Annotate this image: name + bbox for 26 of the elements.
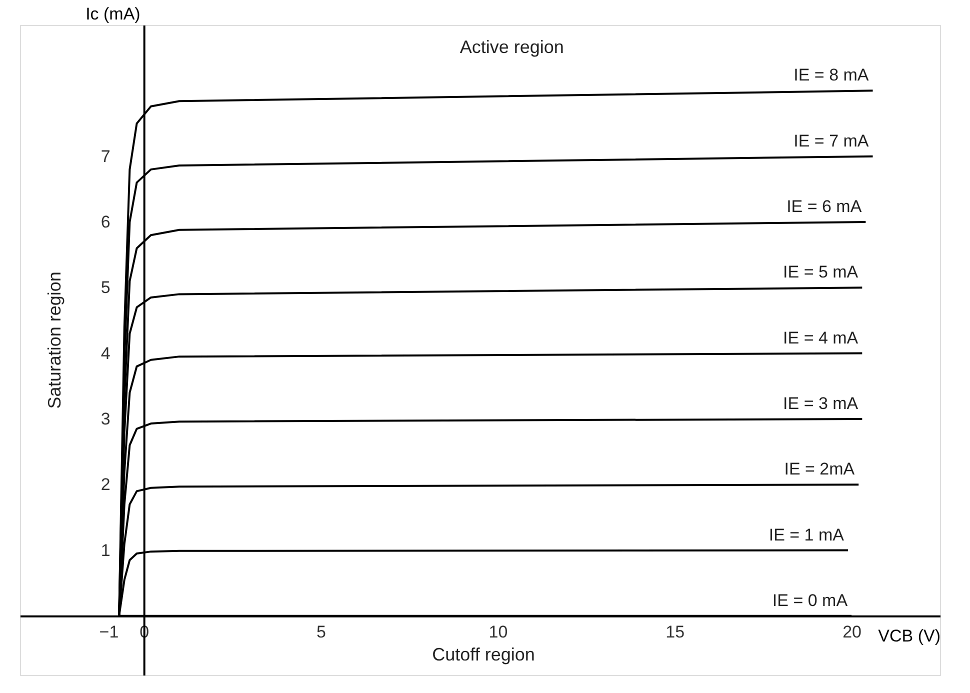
y-tick-label: 7 (100, 146, 110, 166)
x-tick-label: 20 (842, 622, 862, 642)
x-tick-label: 10 (488, 622, 508, 642)
annotation: Cutoff region (432, 644, 535, 664)
series-label: IE = 5 mA (783, 262, 859, 282)
x-tick-label: −1 (99, 622, 119, 642)
y-tick-label: 1 (100, 540, 110, 560)
annotation: Saturation region (44, 272, 64, 409)
series-label: IE = 2mA (784, 460, 856, 479)
annotation: Active region (460, 36, 564, 57)
series-label: IE = 0 mA (772, 590, 848, 610)
series-label: IE = 4 mA (783, 328, 859, 348)
y-tick-label: 4 (100, 344, 110, 363)
x-axis-title: VCB (V) (878, 626, 940, 646)
series-label: IE = 3 mA (783, 394, 859, 413)
series-label: IE = 7 mA (794, 131, 870, 150)
series-label: IE = 1 mA (768, 525, 845, 544)
y-tick-label: 6 (100, 212, 110, 232)
x-tick-label: 5 (316, 622, 326, 642)
series-label: IE = 8 mA (794, 66, 870, 85)
y-tick-label: 3 (100, 409, 110, 428)
series-label: IE = 6 mA (786, 196, 862, 216)
x-tick-label: 15 (666, 622, 685, 642)
y-axis-title: Ic (mA) (86, 4, 140, 24)
y-tick-label: 2 (100, 475, 110, 494)
y-tick-label: 5 (100, 278, 110, 298)
